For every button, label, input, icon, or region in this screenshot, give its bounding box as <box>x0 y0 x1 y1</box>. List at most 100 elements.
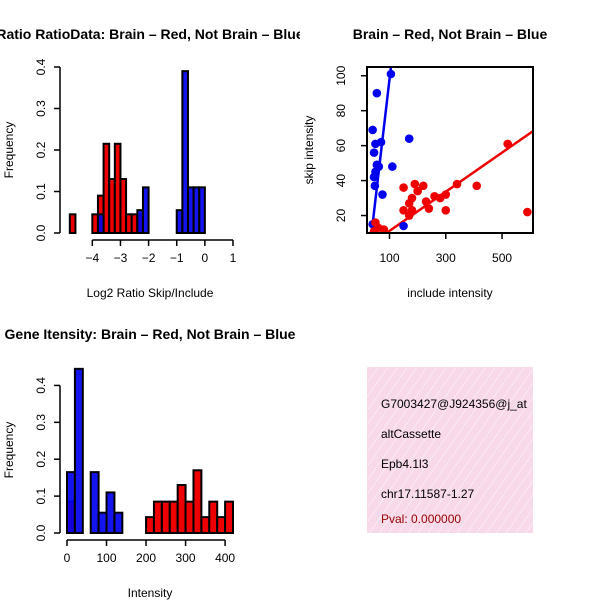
point-not-brain-3 <box>404 134 414 143</box>
point-not-brain-10 <box>388 162 397 171</box>
info-gene-name: Epb4.1l3 <box>381 457 429 471</box>
fit-line-brain <box>384 129 533 233</box>
bar-brain-0 <box>68 213 77 234</box>
point-brain-16 <box>404 211 414 220</box>
point-brain-9 <box>413 186 422 196</box>
intensity-title: Gene Itensity: Brain – Red, Not Brain – … <box>5 326 296 342</box>
bar-not-brain-4 <box>97 511 108 535</box>
intensity-bars <box>66 367 235 535</box>
info-pval: Pval: 0.000000 <box>381 512 461 526</box>
y-tick-label: 0.4 <box>34 58 48 75</box>
bar-not-brain-1 <box>73 367 84 534</box>
bar-brain-2 <box>152 500 163 534</box>
bar-not-brain-0 <box>96 213 105 234</box>
ratio-ylabel: Frequency <box>2 122 16 179</box>
y-tick-label: 0.2 <box>34 141 48 158</box>
bar-not-brain-5 <box>105 491 116 534</box>
ratio-title: Ratio RatioData: Brain – Red, Not Brain … <box>0 26 304 42</box>
point-brain-22 <box>379 225 389 233</box>
y-tick-label: 0.1 <box>34 183 48 200</box>
bar-brain-8 <box>200 516 211 534</box>
scatter-axes: 100 300 500 20 40 60 80 100 <box>334 65 512 265</box>
bar-brain-9 <box>208 500 219 534</box>
x-tick-label: −4 <box>85 251 99 265</box>
y-tick-label: 80 <box>334 104 348 118</box>
x-tick-label: 0 <box>202 251 209 265</box>
info-location: chr17.11587-1.27 <box>381 487 475 501</box>
y-tick-label: 0.4 <box>34 377 48 394</box>
point-brain-17 <box>399 205 408 215</box>
x-tick-label: 300 <box>176 551 196 565</box>
bar-not-brain-7 <box>198 186 206 235</box>
bar-not-brain-0 <box>66 471 76 534</box>
x-tick-label: −3 <box>114 251 128 265</box>
info-event-type: altCassette <box>381 427 441 441</box>
point-not-brain-11 <box>369 172 379 182</box>
point-brain-1 <box>472 181 482 191</box>
ratio-histogram-panel: Ratio RatioData: Brain – Red, Not Brain … <box>0 26 304 300</box>
point-brain-21 <box>369 226 379 233</box>
bar-brain-3 <box>160 500 171 534</box>
point-brain-7 <box>410 179 420 189</box>
bar-not-brain-2 <box>141 186 150 235</box>
info-panel: G7003427@J924356@j_at altCassette Epb4.1… <box>367 367 533 533</box>
y-tick-label: 60 <box>334 139 348 153</box>
info-hatch <box>367 367 533 533</box>
x-tick-label: 100 <box>97 551 117 565</box>
point-not-brain-0 <box>386 69 396 79</box>
bar-not-brain-3 <box>89 471 100 534</box>
point-brain-5 <box>435 193 445 203</box>
x-tick-label: 200 <box>136 551 156 565</box>
bar-not-brain-6 <box>113 511 124 535</box>
y-tick-label: 40 <box>334 174 348 188</box>
ratio-bars <box>68 70 206 235</box>
scatter-title: Brain – Red, Not Brain – Blue <box>353 26 548 42</box>
info-probe-id: G7003427@J924356@j_at <box>381 397 527 411</box>
x-tick-label: 300 <box>436 251 456 265</box>
point-not-brain-12 <box>370 181 380 191</box>
scatter-xlabel: include intensity <box>407 286 492 300</box>
point-brain-14 <box>441 205 451 215</box>
y-tick-label: 0.2 <box>34 451 48 468</box>
bar-brain-4 <box>168 500 179 534</box>
y-tick-label: 0.3 <box>34 100 48 117</box>
bar-brain-11 <box>224 500 235 534</box>
y-tick-label: 0.0 <box>34 224 48 241</box>
x-tick-label: −2 <box>142 251 156 265</box>
x-tick-label: 500 <box>492 251 512 265</box>
y-tick-label: 0.0 <box>34 524 48 541</box>
x-tick-label: 1 <box>230 251 237 265</box>
point-not-brain-1 <box>372 88 382 98</box>
bar-brain-6 <box>184 500 195 534</box>
point-brain-18 <box>523 207 532 217</box>
point-brain-13 <box>424 204 434 213</box>
intensity-ylabel: Frequency <box>2 422 16 479</box>
bar-brain-1 <box>145 516 155 534</box>
x-tick-label: −1 <box>170 251 184 265</box>
fit-line-not-brain <box>370 67 393 233</box>
intensity-xlabel: Intensity <box>128 586 173 600</box>
scatter-frame <box>366 66 534 234</box>
point-not-brain-5 <box>371 139 380 149</box>
bar-brain-5 <box>176 484 187 534</box>
scatter-points <box>368 67 533 233</box>
x-tick-label: 400 <box>215 551 235 565</box>
y-tick-label: 0.3 <box>34 414 48 431</box>
point-not-brain-6 <box>369 148 379 157</box>
x-tick-label: 0 <box>64 551 71 565</box>
bar-brain-7 <box>192 469 203 534</box>
bar-not-brain-4 <box>181 70 189 235</box>
intensity-histogram-panel: Gene Itensity: Brain – Red, Not Brain – … <box>2 326 296 600</box>
y-tick-label: 0.1 <box>34 487 48 504</box>
point-brain-6 <box>418 181 428 191</box>
point-brain-8 <box>399 183 408 192</box>
scatter-panel: Brain – Red, Not Brain – Blue 100 300 500 2… <box>302 26 548 300</box>
scatter-ylabel: skip intensity <box>302 116 316 185</box>
x-tick-label: 100 <box>379 251 399 265</box>
point-not-brain-2 <box>368 125 377 135</box>
intensity-axes: 0 100 200 300 400 0.0 0.1 0.2 0.3 0.4 <box>34 377 235 565</box>
bar-brain-10 <box>216 516 227 534</box>
y-tick-label: 100 <box>334 65 348 85</box>
